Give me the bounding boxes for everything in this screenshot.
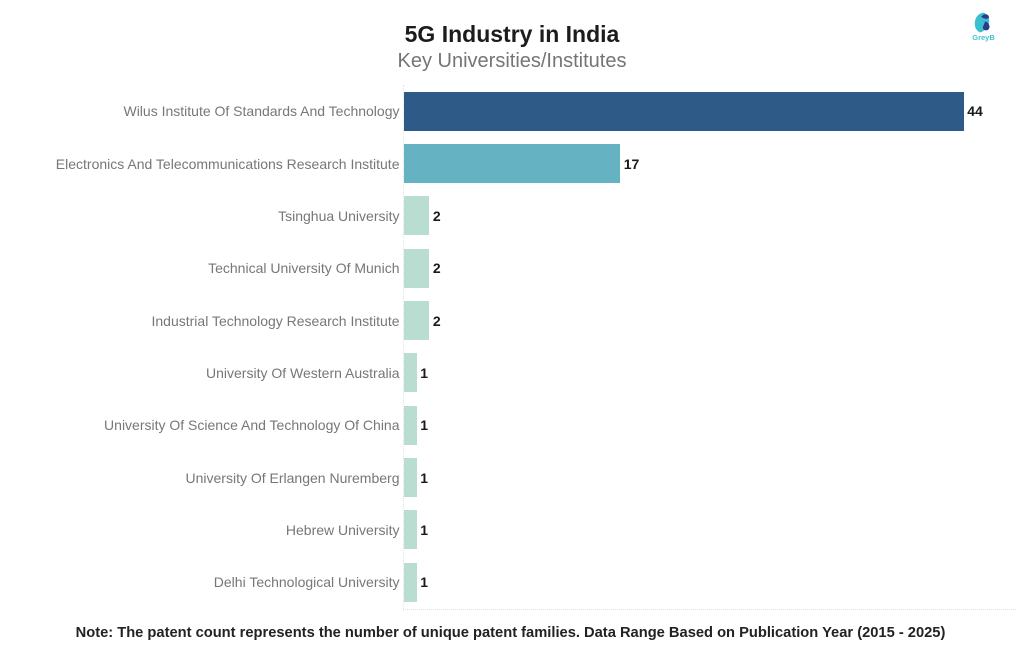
svg-text:GreyB: GreyB [972,33,995,42]
